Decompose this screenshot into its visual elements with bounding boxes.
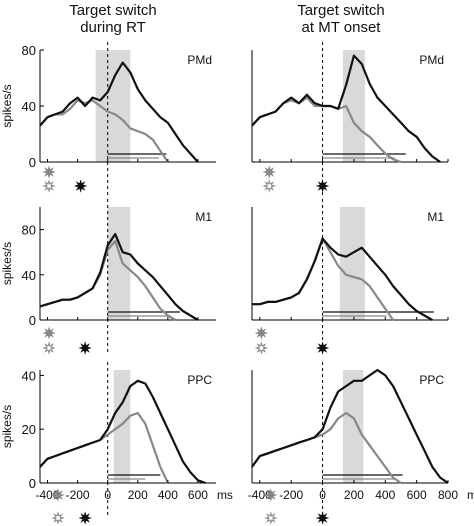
- y-tick-label: 40: [22, 99, 36, 114]
- right-column-title: Target switch at MT onset: [251, 2, 431, 36]
- x-tick-label: 0: [104, 488, 111, 502]
- panel-pmd-mt-onset: PMd: [251, 42, 449, 196]
- region-label: M1: [195, 210, 212, 224]
- panel-ppc-during-rt: 0 20 40 spikes/s PPC -400 -200 0 200 400 600 ms: [0, 362, 233, 517]
- x-tick-label: -400: [248, 488, 272, 502]
- x-tick-label: -200: [66, 488, 90, 502]
- x-tick-label: -400: [36, 488, 60, 502]
- series-line-gray: [39, 411, 169, 484]
- analysis-window: [339, 207, 365, 320]
- panel-m1-mt-onset: M1: [251, 199, 449, 354]
- y-tick-label: 40: [22, 268, 36, 283]
- x-tick-label: 0: [319, 488, 326, 502]
- series-line-black: [39, 233, 199, 321]
- x-tick-label: 200: [344, 488, 364, 502]
- region-label: PMd: [187, 53, 212, 67]
- region-label: PPC: [419, 373, 444, 387]
- marker-black-star: [73, 179, 88, 193]
- y-tick-label: 0: [29, 155, 36, 170]
- left-title-line2: during RT: [80, 19, 146, 36]
- x-tick-label: 800: [438, 488, 458, 502]
- panel-pmd-during-rt: 0 40 80 spikes/s PMd: [0, 42, 216, 196]
- marker-gray-star: [42, 326, 56, 340]
- analysis-window: [342, 370, 364, 483]
- marker-open-star: [254, 341, 269, 355]
- series-line-black: [39, 61, 199, 163]
- x-tick-label: -200: [279, 488, 303, 502]
- y-axis-label: spikes/s: [0, 405, 14, 448]
- series-line-gray: [251, 96, 402, 164]
- right-title-line1: Target switch: [297, 2, 385, 19]
- y-tick-label: 0: [29, 313, 36, 328]
- marker-black-star: [315, 341, 330, 355]
- series-line-gray: [251, 411, 402, 484]
- marker-gray-star: [51, 488, 65, 502]
- marker-gray-star: [262, 165, 277, 179]
- marker-open-star: [42, 179, 56, 193]
- x-tick-label: 600: [188, 488, 208, 502]
- panel-m1-during-rt: 0 40 80 spikes/s M1: [0, 199, 216, 354]
- y-axis-label: spikes/s: [0, 242, 14, 285]
- region-label: PMd: [419, 53, 444, 67]
- y-axis-label: spikes/s: [0, 84, 14, 127]
- marker-black-star: [315, 511, 330, 525]
- y-tick-label: 20: [22, 422, 36, 437]
- region-label: M1: [427, 210, 444, 224]
- left-column-title: Target switch during RT: [23, 2, 203, 36]
- series-line-gray: [39, 99, 169, 163]
- x-tick-label: 400: [158, 488, 178, 502]
- y-tick-label: 0: [29, 476, 36, 491]
- marker-gray-star: [264, 488, 278, 502]
- x-unit-label: ms: [467, 488, 474, 502]
- series-line-black: [251, 368, 449, 484]
- series-line-black: [251, 54, 441, 163]
- x-tick-label: 600: [407, 488, 427, 502]
- region-label: PPC: [187, 373, 212, 387]
- analysis-window: [107, 207, 131, 320]
- panel-ppc-mt-onset: PPC -400 -200 0 200 400 600 800 ms: [248, 362, 474, 517]
- y-tick-label: 80: [22, 223, 36, 238]
- series-line-black: [39, 379, 206, 485]
- marker-black-star: [78, 511, 92, 525]
- x-unit-label: ms: [217, 488, 233, 502]
- marker-open-star: [51, 511, 65, 525]
- marker-black-star: [315, 179, 330, 193]
- marker-open-star: [42, 341, 56, 355]
- marker-open-star: [264, 511, 278, 525]
- y-tick-label: 40: [22, 368, 36, 383]
- marker-open-star: [262, 179, 277, 193]
- x-tick-label: 200: [128, 488, 148, 502]
- left-title-line1: Target switch: [69, 2, 157, 19]
- y-tick-label: 80: [22, 43, 36, 58]
- marker-gray-star: [254, 326, 269, 340]
- x-tick-label: 400: [375, 488, 395, 502]
- marker-black-star: [78, 341, 92, 355]
- analysis-window: [113, 370, 131, 483]
- series-line-black: [252, 237, 433, 321]
- marker-gray-star: [42, 165, 56, 179]
- right-title-line2: at MT onset: [301, 19, 381, 36]
